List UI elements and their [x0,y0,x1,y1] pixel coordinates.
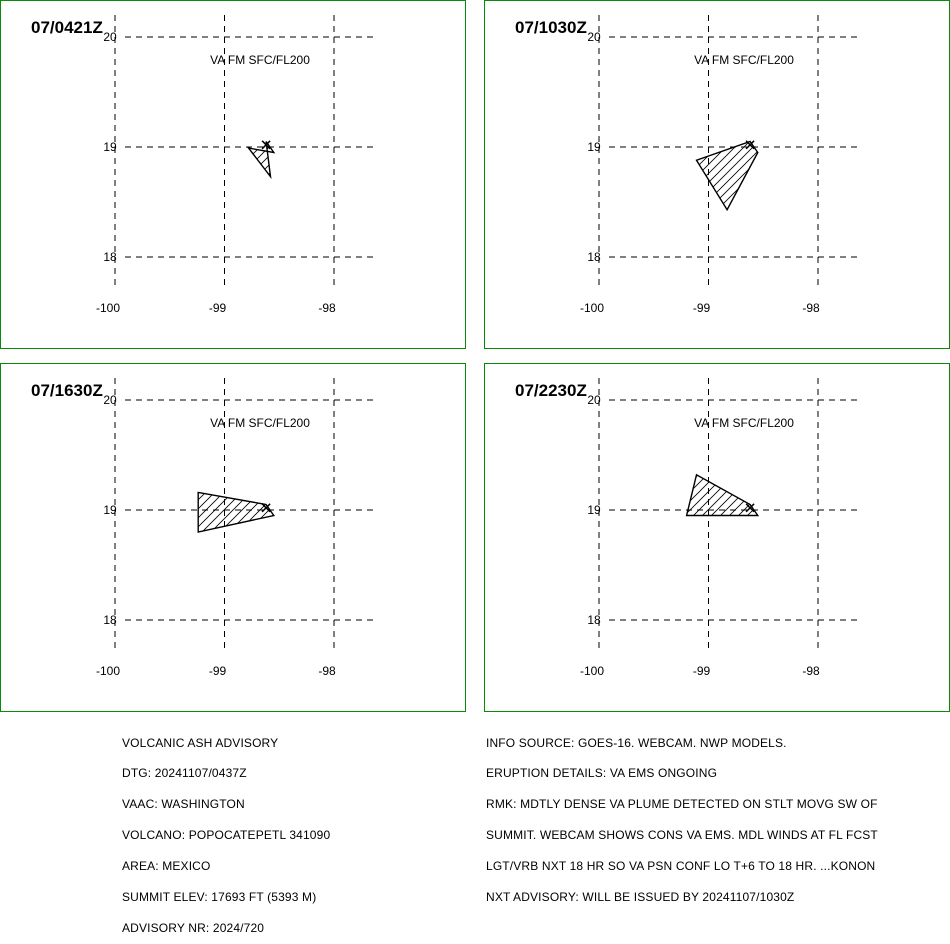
y-tick-label: 20 [587,30,601,44]
advisory-line-remarks-3: LGT/VRB NXT 18 HR SO VA PSN CONF LO T+6 … [486,859,876,874]
forecast-panel-1030z: -100 -99 -98 20 19 18 VA FM SFC/FL200 07/1030Z [484,0,950,349]
advisory-remarks-block: INFO SOURCE: GOES-16. WEBCAM. NWP MODELS… [486,717,878,913]
y-tick-label: 20 [103,393,117,407]
panel-map-1630z: -100 -99 -98 20 19 18 VA FM SFC/FL200 [96,378,373,678]
y-tick-label: 19 [587,503,601,517]
x-tick-label: -100 [580,301,604,315]
y-tick-label: 19 [587,140,601,154]
advisory-line-title: VOLCANIC ASH ADVISORY [122,735,279,750]
forecast-panel-1630z: -100 -99 -98 20 19 18 VA FM SFC/FL200 07/1630Z [0,363,466,712]
advisory-line-vaac: VAAC: WASHINGTON [122,797,245,812]
x-tick-label: -99 [209,301,227,315]
x-tick-label: -100 [96,664,120,678]
ash-cloud-polygon [695,140,759,212]
panel-map-0421z: -100 -99 -98 20 19 18 VA FM SFC/FL200 [96,15,373,315]
volcano-marker-icon [261,140,271,150]
advisory-line-summit-elev: SUMMIT ELEV: 17693 FT (5393 M) [122,890,317,905]
advisory-line-info-source: INFO SOURCE: GOES-16. WEBCAM. NWP MODELS… [486,735,787,750]
x-tick-label: -99 [693,664,711,678]
ash-cloud-polygon [246,141,276,180]
x-tick-label: -98 [318,664,336,678]
advisory-line-dtg: DTG: 20241107/0437Z [122,766,247,781]
forecast-panel-0421z: -100 -99 -98 20 19 18 VA FM SFC/FL200 07/0421Z [0,0,466,349]
volcano-marker-icon [261,503,271,513]
advisory-line-eruption-details: ERUPTION DETAILS: VA EMS ONGOING [486,766,718,781]
advisory-line-next-advisory: NXT ADVISORY: WILL BE ISSUED BY 20241107… [486,890,795,905]
advisory-line-number: ADVISORY NR: 2024/720 [122,920,265,935]
advisory-line-remarks-2: SUMMIT. WEBCAM SHOWS CONS VA EMS. MDL WI… [486,828,878,843]
x-tick-label: -99 [693,301,711,315]
y-tick-label: 20 [587,393,601,407]
panel-time-label: 07/0421Z [31,18,103,37]
layer-label: VA FM SFC/FL200 [694,416,794,430]
volcano-marker-icon [745,140,755,150]
forecast-panel-2230z: -100 -99 -98 20 19 18 VA FM SFC/FL200 07/2230Z [484,363,950,712]
panel-time-label: 07/2230Z [515,381,587,400]
x-tick-label: -99 [209,664,227,678]
panel-time-label: 07/1030Z [515,18,587,37]
layer-label: VA FM SFC/FL200 [210,416,310,430]
layer-label: VA FM SFC/FL200 [694,53,794,67]
panel-map-1030z: -100 -99 -98 20 19 18 VA FM SFC/FL200 [580,15,857,315]
panel-map-2230z: -100 -99 -98 20 19 18 VA FM SFC/FL200 [580,378,857,678]
y-tick-label: 18 [587,250,601,264]
y-tick-label: 18 [587,613,601,627]
advisory-line-remarks-1: RMK: MDTLY DENSE VA PLUME DETECTED ON ST… [486,797,878,812]
y-tick-label: 18 [103,613,117,627]
advisory-line-area: AREA: MEXICO [122,859,211,874]
y-tick-label: 19 [103,503,117,517]
panel-time-label: 07/1630Z [31,381,103,400]
y-tick-label: 18 [103,250,117,264]
x-tick-label: -100 [580,664,604,678]
y-tick-label: 20 [103,30,117,44]
x-tick-label: -100 [96,301,120,315]
layer-label: VA FM SFC/FL200 [210,53,310,67]
y-tick-label: 19 [103,140,117,154]
x-tick-label: -98 [802,664,820,678]
advisory-line-volcano: VOLCANO: POPOCATEPETL 341090 [122,828,331,843]
volcano-marker-icon [745,503,755,513]
advisory-header-block: VOLCANIC ASH ADVISORY DTG: 20241107/0437… [122,717,330,944]
x-tick-label: -98 [802,301,820,315]
ash-cloud-polygon [685,473,760,517]
x-tick-label: -98 [318,301,336,315]
ash-cloud-polygon [197,491,275,533]
